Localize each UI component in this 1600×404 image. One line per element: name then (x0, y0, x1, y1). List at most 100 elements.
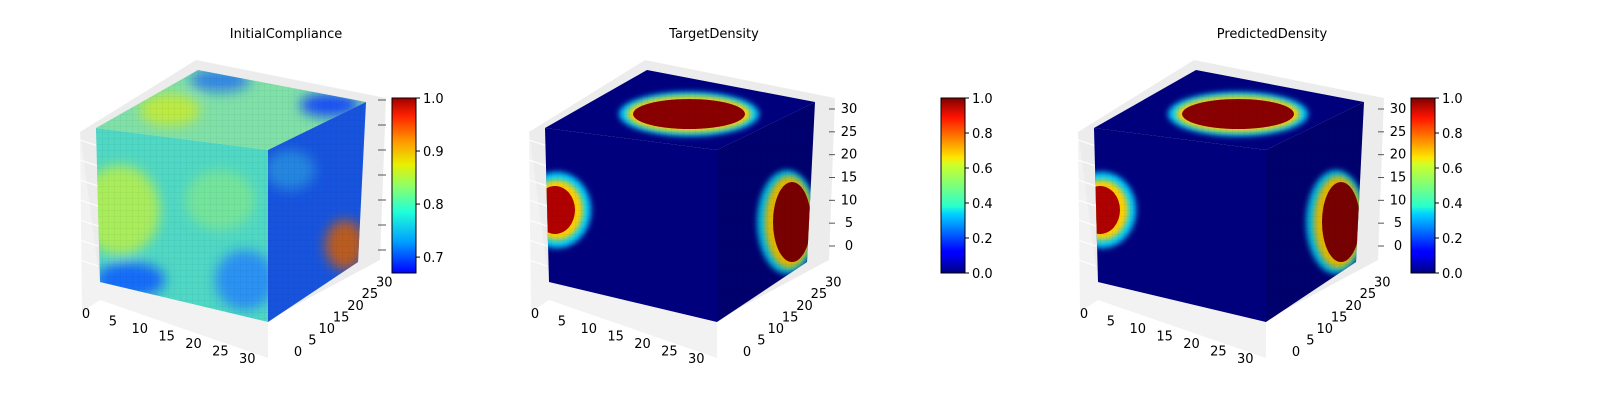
colorbar (940, 97, 966, 274)
grid-line (1077, 139, 1097, 147)
y-tick-label: 15 (782, 310, 799, 325)
y-tick-label: 0 (743, 345, 751, 360)
grid-line (79, 159, 99, 167)
z-tick-label: 0 (1394, 239, 1402, 254)
right-voxels (1266, 102, 1364, 322)
grid-line (79, 179, 99, 187)
grid-line (528, 139, 548, 147)
z-tick-label: 15 (841, 171, 858, 186)
y-tick-label: 15 (333, 310, 350, 325)
x-tick-label: 30 (688, 352, 705, 367)
colorbar-tick-label: 0.2 (1442, 232, 1463, 247)
colorbar-tick-label: 0.7 (423, 251, 444, 266)
colorbar-tick-label: 0.6 (972, 162, 993, 177)
y-tick-label: 10 (1316, 322, 1333, 337)
x-tick-label: 5 (558, 315, 566, 330)
grid-line (528, 199, 548, 207)
y-tick-label: 20 (347, 299, 364, 314)
y-tick-label: 0 (1292, 345, 1300, 360)
x-tick-label: 10 (1129, 322, 1146, 337)
floor-pane (1078, 132, 1266, 358)
grid-line (528, 179, 548, 187)
grid-line (79, 139, 99, 147)
x-tick-label: 10 (131, 322, 148, 337)
z-tick-label: 20 (1390, 148, 1407, 163)
grid-line (1077, 219, 1097, 227)
colorbar (391, 97, 417, 274)
z-tick-label: 25 (841, 125, 858, 140)
z-tick-label: 5 (1394, 216, 1402, 231)
panel-title: InitialCompliance (230, 27, 343, 42)
grid-line (1077, 199, 1097, 207)
y-tick-label: 15 (1331, 310, 1348, 325)
x-tick-label: 0 (82, 307, 90, 322)
colorbar-tick-label: 1.0 (1442, 92, 1463, 107)
x-tick-label: 15 (1156, 330, 1173, 345)
top-voxels (96, 70, 366, 150)
right-shade (268, 102, 366, 322)
z-tick-label: 30 (841, 102, 858, 117)
z-tick-label: 30 (1390, 102, 1407, 117)
y-tick-label: 20 (1345, 299, 1362, 314)
y-tick-label: 20 (796, 299, 813, 314)
grid-line (79, 239, 99, 247)
y-tick-label: 25 (811, 287, 828, 302)
grid-line (528, 219, 548, 227)
z-tick-label: 10 (1390, 193, 1407, 208)
x-tick-label: 0 (1080, 307, 1088, 322)
colorbar-tick-label: 0.2 (972, 232, 993, 247)
z-tick-label: 10 (841, 193, 858, 208)
x-tick-label: 20 (1183, 337, 1200, 352)
grid-line (79, 199, 99, 207)
z-tick-label: 25 (1390, 125, 1407, 140)
y-tick-label: 5 (757, 333, 765, 348)
colorbar-tick-label: 0.0 (972, 267, 993, 282)
grid-line (1077, 259, 1097, 267)
x-tick-label: 5 (1107, 315, 1115, 330)
z-tick-label: 15 (1390, 171, 1407, 186)
y-tick-label: 25 (362, 287, 379, 302)
grid-line (1077, 179, 1097, 187)
x-tick-label: 25 (661, 345, 678, 360)
grid-line (528, 239, 548, 247)
x-tick-label: 25 (212, 345, 229, 360)
right-voxels (717, 102, 815, 322)
right-shade (1266, 102, 1364, 322)
y-tick-label: 25 (1360, 287, 1377, 302)
colorbar-tick-label: 0.8 (1442, 127, 1463, 142)
right-voxels (268, 102, 366, 322)
floor-pane (529, 132, 717, 358)
x-tick-label: 30 (239, 352, 256, 367)
x-tick-label: 25 (1210, 345, 1227, 360)
x-tick-label: 20 (634, 337, 651, 352)
z-tick-label: 20 (841, 148, 858, 163)
colorbar-tick-label: 0.8 (972, 127, 993, 142)
floor-pane (80, 132, 268, 358)
colorbar-tick-label: 0.8 (423, 198, 444, 213)
panel-title: TargetDensity (668, 27, 759, 42)
x-tick-label: 20 (185, 337, 202, 352)
grid-line (1077, 159, 1097, 167)
front-voxels (545, 128, 717, 322)
colorbar-tick-label: 0.4 (1442, 197, 1463, 212)
y-tick-label: 5 (308, 333, 316, 348)
y-tick-label: 0 (294, 345, 302, 360)
x-tick-label: 5 (109, 315, 117, 330)
grid-line (79, 259, 99, 267)
grid-line (528, 259, 548, 267)
front-voxels (1094, 128, 1266, 322)
colorbar-tick-label: 0.6 (1442, 162, 1463, 177)
z-tick-label: 5 (845, 216, 853, 231)
top-voxels (1094, 70, 1364, 150)
x-tick-label: 15 (158, 330, 175, 345)
y-tick-label: 30 (825, 276, 842, 291)
y-tick-label: 30 (1374, 276, 1391, 291)
colorbar-tick-label: 1.0 (423, 92, 444, 107)
colorbar-tick-label: 0.9 (423, 145, 444, 160)
front-voxels (96, 128, 268, 322)
colorbar-tick-label: 1.0 (972, 92, 993, 107)
